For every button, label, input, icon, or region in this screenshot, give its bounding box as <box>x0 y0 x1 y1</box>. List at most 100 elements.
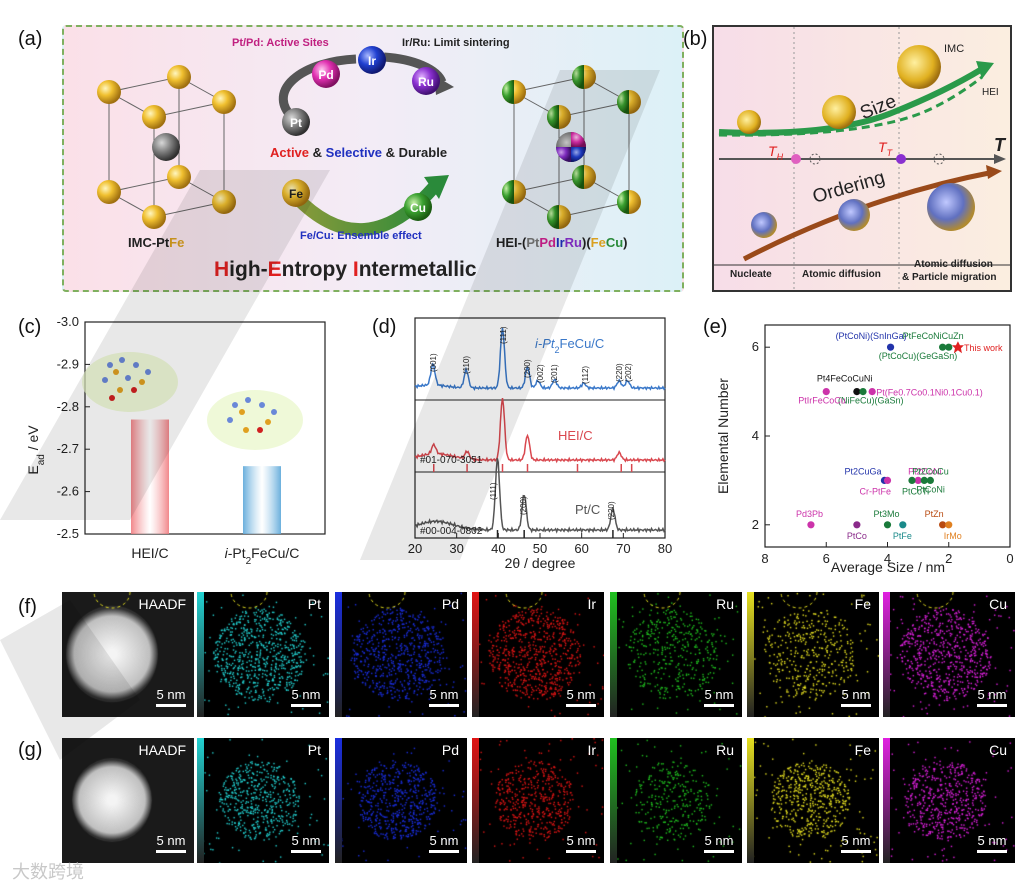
scale-bar-line <box>566 850 596 853</box>
eds-element-label: Cu <box>989 742 1007 758</box>
title-ntropy: ntropy <box>281 258 353 281</box>
title-igh: igh- <box>229 258 268 281</box>
pt-sphere <box>282 108 310 136</box>
eds-map-image <box>197 592 329 717</box>
label-nucleate: Nucleate <box>730 269 772 280</box>
hei-label-ir: Ir <box>555 235 565 250</box>
hei-label: HEI-(PtPdIrRu)(FeCu) <box>496 235 628 250</box>
eds-map-image <box>610 738 742 863</box>
panel-label-a: (a) <box>18 28 43 50</box>
middle-slogan: Active & Selective & Durable <box>270 145 447 160</box>
slogan-selective: Selective <box>325 145 383 160</box>
scale-bar-label: 5 nm <box>704 833 734 848</box>
peak-201: (201) <box>550 364 559 383</box>
label-imc: IMC <box>944 43 965 55</box>
scale-bar-line <box>429 850 459 853</box>
eds-map-image <box>197 738 329 863</box>
peak-200: (200) <box>523 359 532 378</box>
hei-label-pd: Pd <box>539 235 556 250</box>
eds-map-image <box>747 592 879 717</box>
scatter-label: PtCoTi <box>902 486 929 496</box>
c-ytick-label: -2.6 <box>57 484 79 499</box>
chart-c-ylabel: Ead / eV <box>25 425 47 475</box>
d-xtick-label: 70 <box>616 541 630 556</box>
eds-map-image <box>62 738 194 863</box>
colorbar <box>335 738 342 863</box>
scatter-label: Pt2CoNi <box>908 466 942 476</box>
scatter-label: (NiFeCu)(GaSn) <box>838 396 904 406</box>
scale-bar: 5 nm <box>156 833 186 853</box>
colorbar <box>472 738 479 863</box>
scale-bar: 5 nm <box>291 687 321 707</box>
scale-bar-label: 5 nm <box>566 833 596 848</box>
chart-e-ylabel: Elemental Number <box>715 378 731 494</box>
scatter-point <box>859 388 867 396</box>
d-xtick-label: 30 <box>449 541 463 556</box>
scatter-point <box>807 521 815 529</box>
eds-element-label: HAADF <box>138 742 186 758</box>
eds-element-label: Fe <box>854 742 871 758</box>
label-particle-migration: & Particle migration <box>902 272 997 283</box>
peak-002: (002) <box>536 364 545 383</box>
label-atomic-diffusion: Atomic diffusion <box>802 269 881 280</box>
tt-sub: T <box>886 147 893 158</box>
panel-label-g: (g) <box>18 739 43 761</box>
scatter-label: PtCo <box>847 531 867 541</box>
imc-label: IMC-PtFe <box>128 235 184 250</box>
scatter-point <box>914 476 922 484</box>
chart-d: 20 30 40 50 60 70 80 2θ / degree i-Pt2FeCu/C H… <box>408 317 672 571</box>
scale-bar: 5 nm <box>566 687 596 707</box>
d-xtick-label: 60 <box>574 541 588 556</box>
scatter-label: (PtCoNi)(SnInGa) <box>836 331 907 341</box>
c-molecule-2 <box>207 390 303 450</box>
slogan-amp1: & <box>309 145 326 160</box>
label-th: TH <box>768 143 783 162</box>
hei-center-atom <box>556 132 586 162</box>
scatter-label: PtZn <box>925 509 944 519</box>
colorbar <box>610 738 617 863</box>
eds-element-label: Ir <box>587 742 596 758</box>
slogan-durable: & Durable <box>382 145 448 160</box>
scale-bar: 5 nm <box>841 687 871 707</box>
c-ytick-label: -2.8 <box>57 399 79 414</box>
this-work-star <box>951 341 964 354</box>
label-t-axis: T <box>994 135 1005 155</box>
label-ipt2fecu: i-Pt2FeCu/C <box>535 336 604 355</box>
eds-map-image <box>610 592 742 717</box>
scatter-label: Pt2CoCu <box>912 466 949 476</box>
hei-label-ru: Ru <box>564 235 582 250</box>
panel-a-title: High-Entropy Intermetallic <box>214 258 477 282</box>
scale-bar: 5 nm <box>977 687 1007 707</box>
panel-a-schematic: Pd Ir Ru Pt Fe Cu Pt/Pd: Active Sites Ir… <box>62 25 684 292</box>
pd-sphere <box>312 60 340 88</box>
caption-fe-cu: Fe/Cu: Ensemble effect <box>300 230 422 242</box>
xrd-line-1 <box>414 397 666 464</box>
scale-bar: 5 nm <box>291 833 321 853</box>
c-bar <box>243 466 281 534</box>
eds-element-label: Ru <box>716 596 734 612</box>
colorbar <box>747 592 754 717</box>
peak-110: (110) <box>462 356 471 374</box>
colorbar <box>883 592 890 717</box>
scatter-label: Pt4FeCoCuNi <box>817 374 873 384</box>
label-tt: TT <box>878 139 892 158</box>
c-ytick-label: -2.7 <box>57 441 79 456</box>
d-xtick-label: 40 <box>491 541 505 556</box>
hei-atoms <box>502 65 641 229</box>
eds-element-label: Pd <box>441 596 459 612</box>
scatter-point <box>853 388 861 396</box>
colorbar <box>335 592 342 717</box>
peak-220: (220) <box>615 363 624 382</box>
scatter-point <box>939 521 947 529</box>
sphere-label-pt: Pt <box>290 116 302 130</box>
peak-112: (112) <box>581 366 590 384</box>
scatter-label: PtIrFeCoCu <box>798 396 846 406</box>
colorbar <box>610 592 617 717</box>
hei-label-prefix: HEI-( <box>496 235 527 250</box>
ir-sphere <box>358 46 386 74</box>
eds-map-ru: Ru 5 nm <box>610 738 742 863</box>
chart-e-xlabel: Average Size / nm <box>831 559 945 575</box>
scatter-point <box>883 521 892 529</box>
eds-map-pt: Pt 5 nm <box>197 738 329 863</box>
scale-bar-line <box>291 704 321 707</box>
